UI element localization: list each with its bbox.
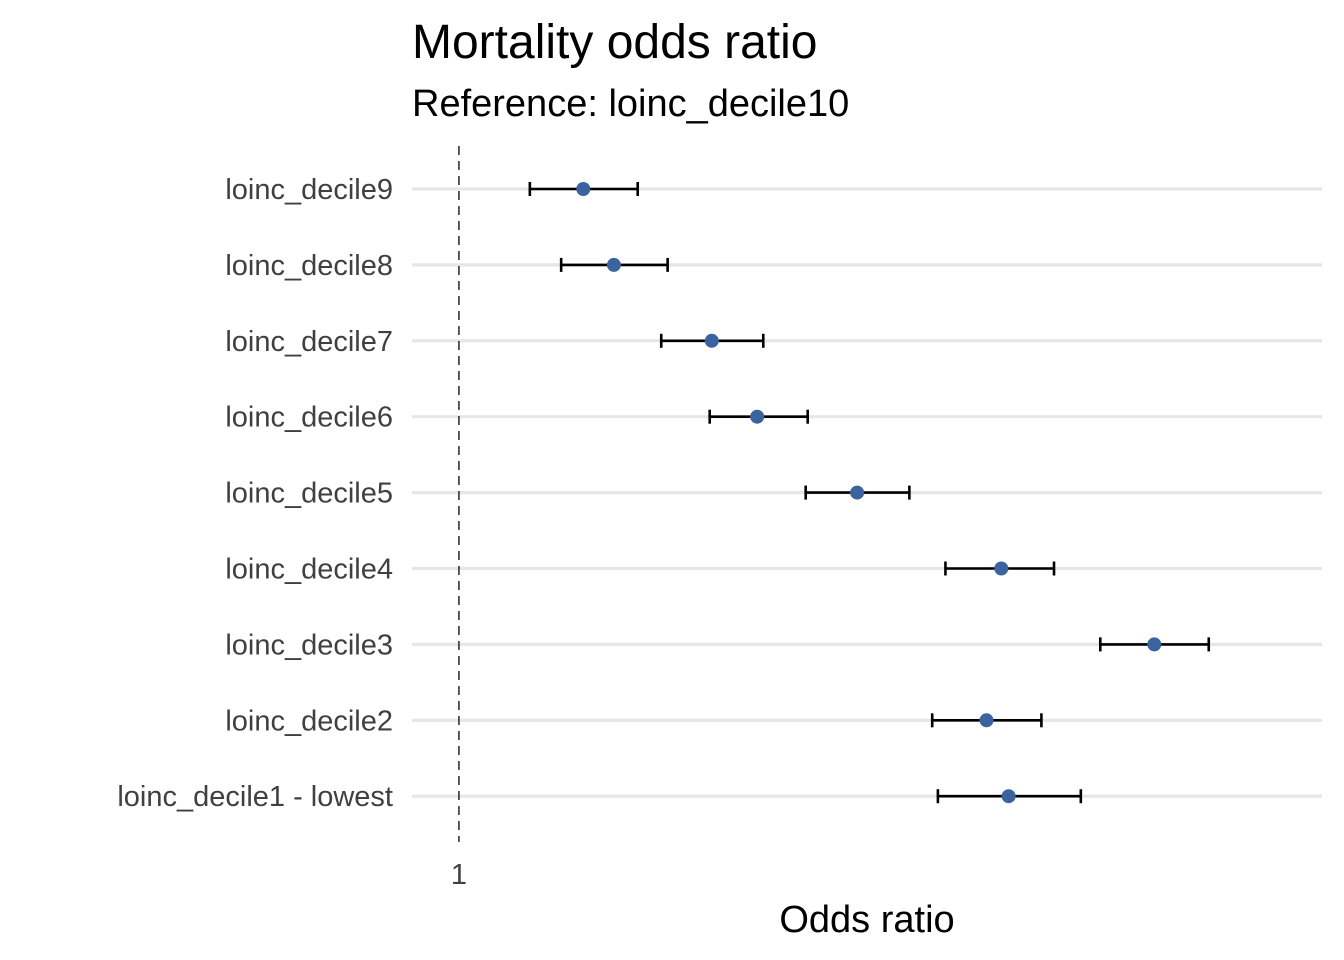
data-point: [750, 409, 765, 424]
y-tick-label: loinc_decile6: [225, 402, 393, 434]
points: [576, 182, 1162, 804]
y-tick-label: loinc_decile4: [225, 554, 393, 586]
data-point: [606, 257, 621, 272]
y-tick-label: loinc_decile5: [225, 478, 393, 510]
y-tick-label: loinc_decile2: [225, 705, 393, 737]
y-tick-label: loinc_decile8: [225, 250, 393, 282]
y-tick-label: loinc_decile7: [225, 326, 393, 358]
chart-title: Mortality odds ratio: [412, 16, 818, 69]
x-tick-label: 1: [451, 859, 467, 891]
data-point: [994, 561, 1009, 576]
data-point: [979, 713, 994, 728]
data-point: [704, 333, 719, 348]
y-tick-label: loinc_decile9: [225, 174, 393, 206]
x-axis-tick-labels: 1: [451, 859, 467, 891]
chart-subtitle: Reference: loinc_decile10: [412, 83, 849, 125]
data-point: [576, 182, 591, 196]
y-tick-label: loinc_decile3: [225, 629, 393, 661]
data-point: [850, 485, 865, 500]
data-point: [1147, 637, 1162, 652]
y-axis-tick-labels: loinc_decile9 loinc_decile8 loinc_decile7l…: [117, 174, 393, 813]
x-axis-title: Odds ratio: [779, 899, 954, 941]
y-tick-label: loinc_decile1 - lowest: [117, 781, 393, 813]
data-point: [1001, 789, 1016, 804]
